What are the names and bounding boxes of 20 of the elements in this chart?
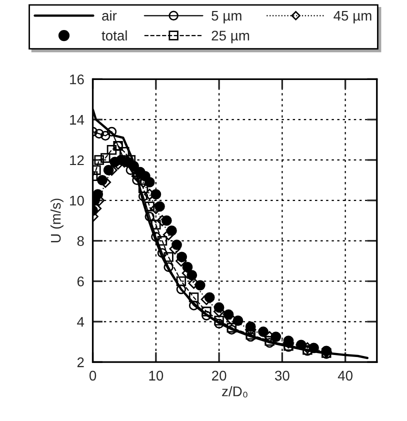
- legend-label: 25 µm: [212, 30, 250, 44]
- legend-label: total: [102, 30, 127, 41]
- legend-label: air: [102, 10, 117, 21]
- y-tick-label: 4: [77, 317, 84, 327]
- legend-label: 45 µm: [334, 10, 372, 24]
- y-tick-label: 14: [70, 115, 84, 125]
- y-tick-label: 6: [77, 276, 84, 286]
- y-tick-label: 8: [77, 236, 84, 246]
- x-tick-label: 0: [89, 370, 96, 381]
- x-tick-label: 40: [338, 370, 352, 381]
- y-tick-label: 10: [70, 196, 84, 206]
- x-axis-title: z/D₀: [222, 386, 248, 398]
- y-axis-title: U (m/s): [50, 198, 64, 242]
- y-tick-label: 2: [77, 357, 84, 368]
- x-tick-label: 30: [274, 370, 290, 381]
- y-tick-label: 16: [70, 74, 84, 84]
- x-tick-label: 10: [149, 370, 164, 381]
- y-tick-label: 12: [70, 155, 84, 166]
- legend-label: 5 µm: [212, 10, 242, 24]
- x-tick-label: 20: [212, 370, 226, 381]
